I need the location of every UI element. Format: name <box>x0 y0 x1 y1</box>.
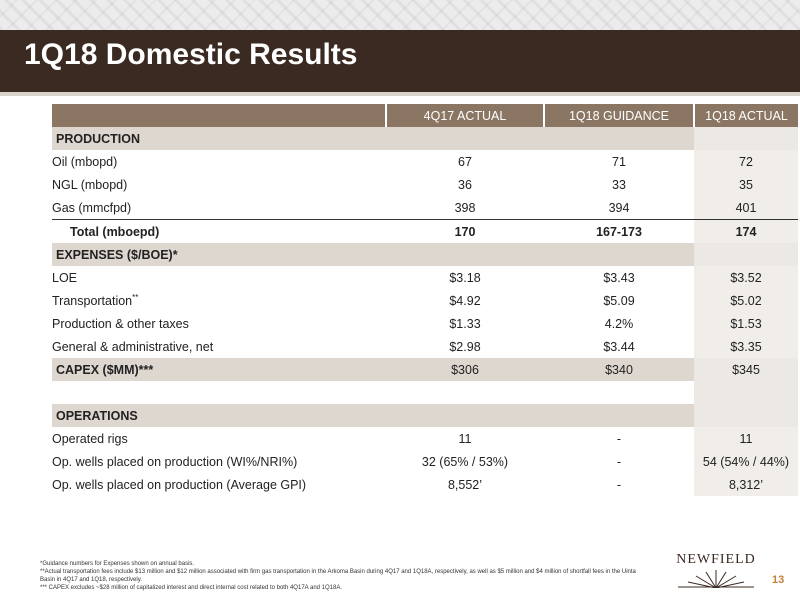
table-row: Oil (mbopd) 67 71 72 <box>52 150 798 173</box>
cell-4q17: 32 (65% / 53%) <box>421 454 509 469</box>
cell-guidance: $5.09 <box>603 293 635 308</box>
table-row: Transportation** $4.92 $5.09 $5.02 <box>52 289 798 312</box>
cell-1q18-actual: $3.35 <box>694 335 798 358</box>
logo-text: NEWFIELD <box>676 552 756 567</box>
cell-guidance: 71 <box>612 154 626 169</box>
table-row: Op. wells placed on production (Average … <box>52 473 798 496</box>
cell-4q17: $4.92 <box>449 293 481 308</box>
row-label: Total (mboepd) <box>52 219 386 243</box>
decorative-pattern-strip <box>0 0 800 30</box>
cell-1q18-actual: 8,312’ <box>694 473 798 496</box>
cell-guidance: $3.43 <box>603 270 635 285</box>
section-operations: OPERATIONS <box>52 404 798 427</box>
results-table: 4Q17 ACTUAL 1Q18 GUIDANCE 1Q18 ACTUAL PR… <box>52 104 798 496</box>
cell-1q18-actual: 11 <box>694 427 798 450</box>
row-label: Gas (mmcfpd) <box>52 200 132 215</box>
header-1q18-actual: 1Q18 ACTUAL <box>693 104 798 127</box>
row-label: Op. wells placed on production (Average … <box>52 477 307 492</box>
cell-4q17: $1.33 <box>449 316 481 331</box>
cell-guidance: 4.2% <box>604 316 634 331</box>
sunburst-logo-icon <box>678 570 754 589</box>
table-row: NGL (mbopd) 36 33 35 <box>52 173 798 196</box>
cell-4q17: $2.98 <box>449 339 481 354</box>
cell-4q17: 398 <box>454 200 476 215</box>
cell-4q17: 36 <box>458 177 472 192</box>
row-label: LOE <box>52 270 78 285</box>
page-number: 13 <box>772 574 785 586</box>
table-row-total: Total (mboepd) 170 167-173 174 <box>52 219 798 243</box>
header-blank <box>52 104 386 127</box>
table-header-row: 4Q17 ACTUAL 1Q18 GUIDANCE 1Q18 ACTUAL <box>52 104 798 127</box>
section-label: PRODUCTION <box>52 127 386 150</box>
header-1q18-guidance: 1Q18 GUIDANCE <box>543 104 694 127</box>
footnote: **Actual transportation fees include $13… <box>40 569 636 583</box>
footnote: *Guidance numbers for Expenses shown on … <box>40 561 195 567</box>
section-expenses: EXPENSES ($/BOE)* <box>52 243 798 266</box>
cell-4q17: 8,552’ <box>447 477 483 492</box>
cell-4q17: $3.18 <box>449 270 481 285</box>
cell-1q18-actual: 54 (54% / 44%) <box>694 450 798 473</box>
spacer-row <box>52 381 798 404</box>
cell-4q17: 170 <box>386 219 544 243</box>
table-row: LOE $3.18 $3.43 $3.52 <box>52 266 798 289</box>
table-row: Production & other taxes $1.33 4.2% $1.5… <box>52 312 798 335</box>
cell-guidance: - <box>616 431 622 446</box>
cell-guidance: - <box>616 454 622 469</box>
cell-guidance: - <box>616 477 622 492</box>
row-label: Transportation** <box>52 289 386 312</box>
cell-4q17: $306 <box>386 358 544 381</box>
header-4q17-actual: 4Q17 ACTUAL <box>385 104 544 127</box>
table-row: General & administrative, net $2.98 $3.4… <box>52 335 798 358</box>
row-label: Operated rigs <box>52 431 128 446</box>
cell-1q18-actual: 72 <box>694 150 798 173</box>
footnotes: *Guidance numbers for Expenses shown on … <box>40 560 650 592</box>
cell-1q18-actual: $345 <box>694 358 798 381</box>
table-row: Gas (mmcfpd) 398 394 401 <box>52 196 798 220</box>
row-label: Op. wells placed on production (WI%/NRI%… <box>52 454 298 469</box>
cell-4q17: 67 <box>458 154 472 169</box>
row-label: General & administrative, net <box>52 339 214 354</box>
cell-guidance: $3.44 <box>603 339 635 354</box>
section-label: EXPENSES ($/BOE)* <box>52 243 386 266</box>
row-label: Oil (mbopd) <box>52 154 118 169</box>
cell-guidance: 394 <box>608 200 630 215</box>
slide-title: 1Q18 Domestic Results <box>24 38 358 71</box>
cell-1q18-actual: $3.52 <box>694 266 798 289</box>
title-bar-underline <box>0 92 800 96</box>
section-production: PRODUCTION <box>52 127 798 150</box>
table-row-capex: CAPEX ($MM)*** $306 $340 $345 <box>52 358 798 381</box>
row-label: Production & other taxes <box>52 316 189 331</box>
cell-guidance: 167-173 <box>544 219 694 243</box>
cell-1q18-actual: 35 <box>694 173 798 196</box>
cell-1q18-actual: $1.53 <box>694 312 798 335</box>
footnote-marker: ** <box>132 292 139 302</box>
section-label: OPERATIONS <box>52 404 386 427</box>
title-bar <box>0 30 800 92</box>
footnote: *** CAPEX excludes ~$28 million of capit… <box>40 585 343 591</box>
cell-1q18-actual: 401 <box>694 196 798 220</box>
cell-guidance: $340 <box>544 358 694 381</box>
row-label-text: Transportation <box>52 294 133 309</box>
table-row: Operated rigs 11 - 11 <box>52 427 798 450</box>
cell-1q18-actual: $5.02 <box>694 289 798 312</box>
table-row: Op. wells placed on production (WI%/NRI%… <box>52 450 798 473</box>
cell-1q18-actual: 174 <box>694 219 798 243</box>
row-label: NGL (mbopd) <box>52 177 128 192</box>
cell-4q17: 11 <box>458 431 472 446</box>
cell-guidance: 33 <box>612 177 626 192</box>
row-label: CAPEX ($MM)*** <box>52 358 386 381</box>
newfield-logo: NEWFIELD <box>668 552 764 592</box>
